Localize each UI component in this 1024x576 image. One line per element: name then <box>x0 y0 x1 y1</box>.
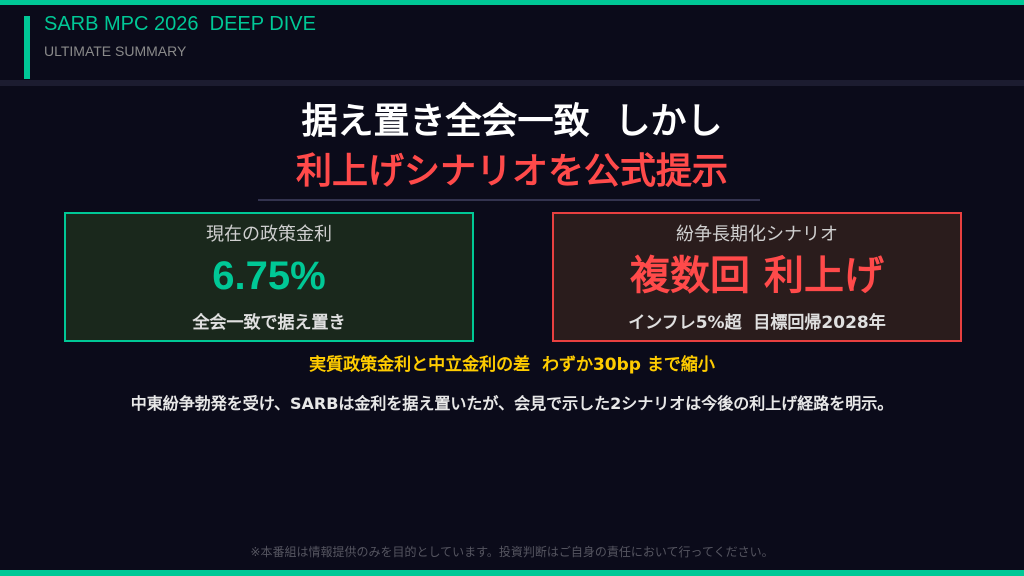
header-subtitle: ULTIMATE SUMMARY <box>44 43 187 59</box>
card-label: 紛争長期化シナリオ <box>676 224 838 245</box>
scenario-card: 紛争長期化シナリオ 複数回 利上げ インフレ5%超 目標回帰2028年 <box>552 212 962 342</box>
policy-rate-card: 現在の政策金利 6.75% 全会一致で据え置き <box>64 212 474 342</box>
card-value: 複数回 利上げ <box>630 253 884 299</box>
top-accent-bar <box>0 0 1024 5</box>
card-label: 現在の政策金利 <box>206 224 332 245</box>
bottom-accent-bar <box>0 570 1024 576</box>
card-sub: 全会一致で据え置き <box>192 313 346 333</box>
headline-line2: 利上げシナリオを公式提示 <box>295 151 728 192</box>
header-accent-bar <box>24 16 30 79</box>
divider <box>258 199 760 201</box>
disclaimer: ※本番組は情報提供のみを目的としています。投資判断はご自身の責任において行ってく… <box>250 545 774 559</box>
card-value: 6.75% <box>212 254 326 298</box>
header-divider <box>0 80 1024 86</box>
description-text: 中東紛争勃発を受け、SARBは金利を据え置いたが、会見で示した2シナリオは今後の… <box>130 394 894 413</box>
header-title: SARB MPC 2026 DEEP DIVE <box>44 13 316 35</box>
highlight-text: 実質政策金利と中立金利の差 わずか30bp まで縮小 <box>309 355 715 375</box>
card-sub: インフレ5%超 目標回帰2028年 <box>628 313 886 333</box>
headline-line1: 据え置き全会一致 しかし <box>301 101 723 142</box>
